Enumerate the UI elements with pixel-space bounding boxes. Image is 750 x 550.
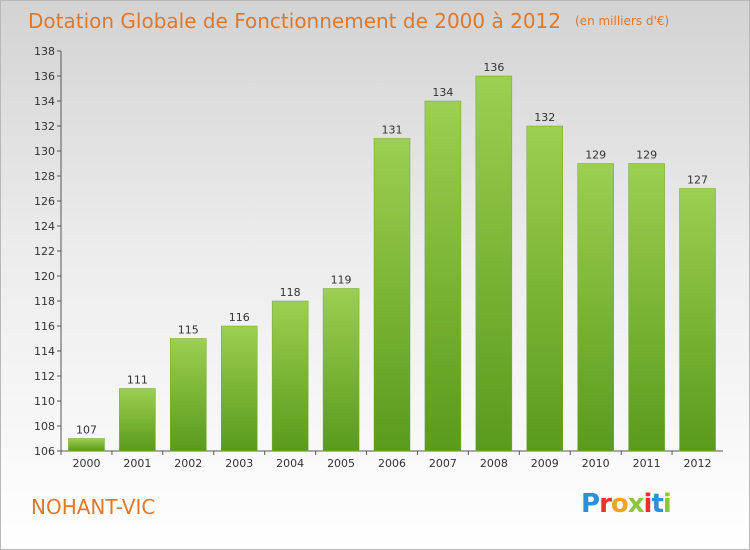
y-tick-label: 138 [34, 45, 55, 58]
y-tick-label: 124 [34, 220, 55, 233]
x-tick-label: 2006 [378, 457, 406, 470]
bar [424, 100, 462, 452]
y-tick-label: 110 [34, 395, 55, 408]
x-tick-label: 2011 [633, 457, 661, 470]
y-tick-label: 132 [34, 120, 55, 133]
bar-value-label: 136 [483, 61, 504, 74]
x-tick-label: 2003 [225, 457, 253, 470]
y-tick-label: 134 [34, 95, 55, 108]
bar [271, 300, 309, 452]
x-tick-label: 2004 [276, 457, 304, 470]
y-tick-label: 106 [34, 445, 55, 458]
y-tick-label: 122 [34, 245, 55, 258]
y-tick-label: 136 [34, 70, 55, 83]
x-tick-label: 2007 [429, 457, 457, 470]
bar-value-label: 116 [229, 311, 250, 324]
x-tick-label: 2012 [684, 457, 712, 470]
bar [170, 338, 207, 452]
y-tick-label: 120 [34, 270, 55, 283]
chart-title: Dotation Globale de Fonctionnement de 20… [28, 9, 669, 33]
x-tick-label: 2009 [531, 457, 559, 470]
logo-letter: o [610, 489, 629, 519]
bar [679, 188, 716, 452]
bar-value-label: 127 [687, 174, 708, 187]
y-tick-label: 108 [34, 420, 55, 433]
bar-value-label: 129 [585, 149, 606, 162]
bar [373, 138, 411, 452]
bar [577, 163, 614, 452]
bar-value-label: 132 [534, 111, 555, 124]
x-tick-label: 2001 [123, 457, 151, 470]
logo-letter: t [651, 489, 663, 519]
y-tick-label: 128 [34, 170, 55, 183]
bar-value-label: 111 [127, 374, 148, 387]
bar [68, 438, 105, 452]
x-tick-label: 2008 [480, 457, 508, 470]
chart-title-text: Dotation Globale de Fonctionnement de 20… [28, 9, 561, 33]
proxiti-logo: Proxiti [581, 489, 672, 519]
bar [475, 75, 513, 452]
bar-value-label: 131 [382, 124, 403, 137]
bar [119, 388, 156, 452]
y-tick-label: 126 [34, 195, 55, 208]
y-tick-label: 114 [34, 345, 55, 358]
x-tick-label: 2005 [327, 457, 355, 470]
bar-value-label: 134 [432, 86, 453, 99]
logo-letter: i [643, 489, 653, 519]
logo-letter: P [581, 489, 600, 519]
y-tick-label: 112 [34, 370, 55, 383]
bar-value-label: 107 [76, 424, 97, 437]
bar-value-label: 119 [331, 274, 352, 287]
bar [220, 325, 258, 452]
y-tick-label: 116 [34, 320, 55, 333]
logo-letter: i [662, 489, 672, 519]
x-tick-label: 2010 [582, 457, 610, 470]
y-tick-label: 118 [34, 295, 55, 308]
bar [526, 125, 564, 452]
commune-name: NOHANT-VIC [31, 495, 156, 519]
bar [322, 288, 360, 452]
logo-letter: x [627, 489, 645, 519]
x-tick-label: 2000 [72, 457, 100, 470]
x-tick-label: 2002 [174, 457, 202, 470]
bar-value-label: 118 [280, 286, 301, 299]
bar-value-label: 115 [178, 324, 199, 337]
bar-value-label: 129 [636, 149, 657, 162]
bar [628, 163, 665, 452]
chart-unit-note: (en milliers d'€) [575, 14, 670, 28]
y-tick-label: 130 [34, 145, 55, 158]
logo-letter: r [599, 489, 612, 519]
